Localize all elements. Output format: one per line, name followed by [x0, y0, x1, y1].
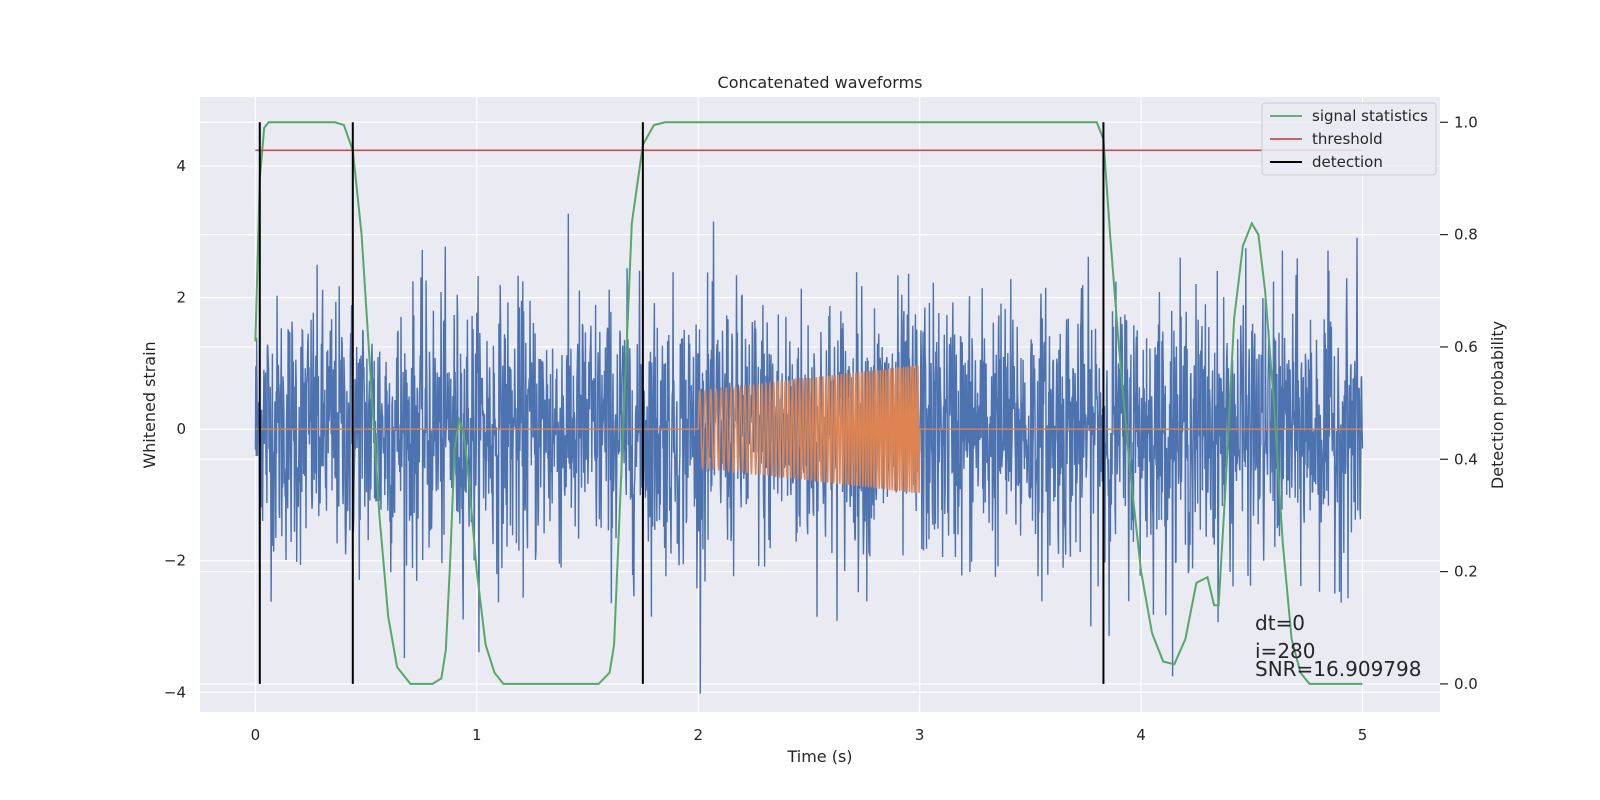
legend-label-detection: detection — [1312, 153, 1383, 171]
y2-tick-label-0: 0.0 — [1454, 675, 1478, 693]
x-tick-label-2: 2 — [693, 726, 703, 744]
x-tick-label-1: 1 — [472, 726, 482, 744]
tick-labels: 0 1 2 3 4 5 −4 −2 0 2 4 0.0 0.2 0.4 0.6 0.8 1.0 — [164, 113, 1478, 744]
x-tick-label-5: 5 — [1358, 726, 1368, 744]
y2-tick-label-5: 1.0 — [1454, 113, 1478, 131]
chart-title: Concatenated waveforms — [718, 73, 923, 92]
detection-series — [258, 122, 1105, 684]
legend-label-threshold: threshold — [1312, 130, 1383, 148]
y-tick-label-3: 2 — [176, 289, 186, 307]
y-tick-label-1: −2 — [164, 552, 186, 570]
y-tick-label-4: 4 — [176, 157, 186, 175]
annotation-index: i=280 — [1255, 639, 1316, 663]
y2-tick-label-1: 0.2 — [1454, 563, 1478, 581]
y2-tick-label-4: 0.8 — [1454, 226, 1478, 244]
y2-tick-label-2: 0.4 — [1454, 450, 1478, 468]
signal-statistics-line — [254, 121, 1363, 685]
y2-axis-label: Detection probability — [1488, 321, 1507, 489]
x-tick-label-0: 0 — [251, 726, 261, 744]
y-tick-label-0: −4 — [164, 683, 186, 701]
template-line — [255, 364, 1363, 494]
legend-box — [1261, 102, 1437, 176]
annotation-snr: SNR=16.909798 — [1255, 657, 1421, 681]
legend: signal statistics threshold detection — [1261, 102, 1437, 176]
x-tick-label-4: 4 — [1136, 726, 1146, 744]
annotation-dt: dt=0 — [1255, 611, 1305, 635]
signal-statistics-series — [254, 121, 1363, 685]
legend-label-signal-statistics: signal statistics — [1312, 107, 1428, 125]
y-axis-label: Whitened strain — [140, 341, 159, 468]
y-tick-label-2: 0 — [176, 420, 186, 438]
x-tick-label-3: 3 — [915, 726, 925, 744]
x-axis-label: Time (s) — [786, 747, 852, 766]
template-series — [255, 364, 1363, 494]
y2-tick-label-3: 0.6 — [1454, 338, 1478, 356]
annotation-block: dt=0 i=280 SNR=16.909798 — [1255, 611, 1421, 681]
